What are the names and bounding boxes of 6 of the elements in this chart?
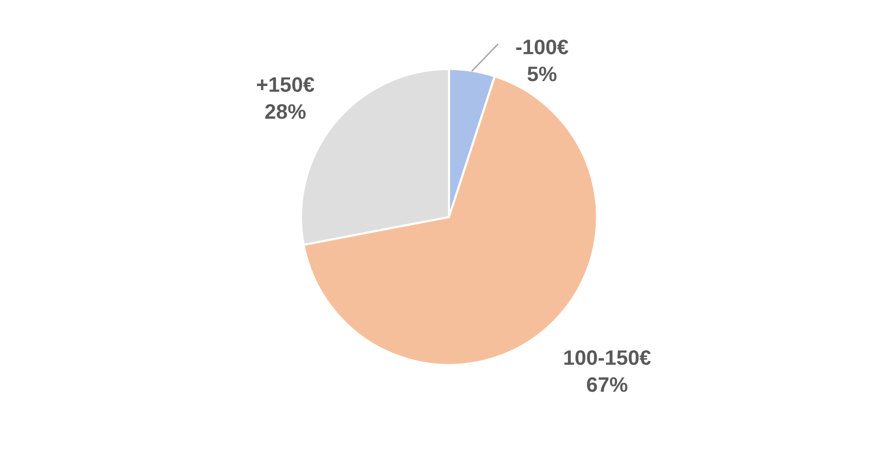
data-label: 28% (265, 104, 306, 119)
slice-label: -100€ (516, 40, 568, 54)
slice-label: 100-150€ (564, 350, 651, 365)
slice-label: +150€ (256, 77, 314, 92)
data-label: 5% (528, 66, 556, 82)
data-label: 67% (586, 377, 628, 392)
